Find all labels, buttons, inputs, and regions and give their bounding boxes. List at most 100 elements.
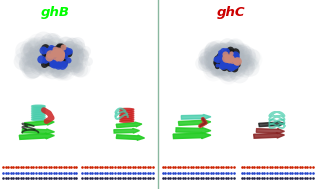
Point [56, 171, 61, 174]
Point [53, 55, 58, 58]
Point [240, 64, 245, 67]
Point [223, 59, 228, 62]
Point [234, 50, 239, 53]
Point [29, 48, 34, 51]
Point [300, 166, 305, 169]
Point [211, 171, 216, 174]
Point [52, 60, 57, 63]
Point [66, 61, 71, 64]
Point [180, 171, 185, 174]
Point [219, 60, 224, 63]
Point [59, 48, 64, 51]
Point [54, 171, 59, 174]
Point [38, 60, 43, 63]
Point [21, 171, 26, 174]
Point [54, 176, 59, 179]
Point [55, 52, 60, 55]
Point [178, 176, 183, 179]
Point [130, 166, 135, 169]
Point [236, 69, 241, 72]
Point [229, 52, 234, 55]
Point [59, 166, 64, 169]
Point [264, 176, 270, 179]
Point [59, 59, 64, 62]
Point [23, 166, 28, 169]
Point [204, 68, 209, 71]
Point [100, 176, 105, 179]
Point [50, 59, 55, 62]
Point [198, 171, 203, 174]
Point [244, 56, 249, 59]
Point [74, 66, 79, 69]
Point [64, 171, 69, 174]
Point [217, 56, 222, 59]
Point [50, 59, 55, 62]
Point [55, 49, 60, 52]
Point [287, 171, 292, 174]
Point [63, 55, 68, 58]
Point [168, 176, 173, 179]
Point [239, 64, 244, 67]
Point [275, 176, 280, 179]
Point [203, 166, 208, 169]
Point [217, 51, 222, 54]
Point [13, 166, 18, 169]
Point [55, 62, 60, 65]
Point [211, 57, 216, 60]
Point [100, 171, 105, 174]
FancyArrow shape [114, 129, 139, 133]
Point [226, 176, 231, 179]
Point [61, 63, 66, 66]
Point [140, 171, 145, 174]
Point [54, 63, 59, 66]
Point [218, 55, 223, 58]
Point [54, 44, 59, 47]
Point [282, 171, 287, 174]
Point [48, 51, 53, 54]
Point [163, 176, 168, 179]
Point [51, 39, 56, 42]
Point [140, 176, 145, 179]
Point [44, 62, 49, 65]
Point [51, 51, 56, 54]
Point [61, 171, 66, 174]
Point [105, 176, 110, 179]
Point [282, 176, 287, 179]
Point [52, 48, 57, 51]
Point [219, 50, 224, 53]
Point [29, 57, 34, 60]
Point [46, 57, 52, 60]
Point [73, 54, 78, 57]
Point [53, 56, 58, 59]
Point [53, 48, 58, 51]
Point [74, 53, 79, 56]
Point [53, 63, 58, 66]
Point [224, 56, 229, 59]
Point [67, 56, 72, 59]
Point [43, 56, 48, 59]
Point [44, 64, 49, 67]
Point [51, 45, 56, 48]
Point [74, 176, 79, 179]
Point [208, 49, 213, 52]
Point [234, 64, 239, 67]
Point [32, 61, 37, 64]
Point [53, 62, 58, 65]
Point [305, 176, 310, 179]
Point [31, 166, 36, 169]
Point [133, 171, 138, 174]
Point [222, 61, 227, 64]
Point [229, 58, 234, 61]
Point [228, 58, 233, 61]
FancyArrow shape [173, 132, 211, 139]
Point [307, 171, 313, 174]
Point [54, 166, 59, 169]
Point [180, 176, 185, 179]
Point [232, 48, 237, 51]
Point [231, 51, 236, 54]
Point [97, 171, 102, 174]
Point [44, 42, 49, 45]
Point [115, 176, 120, 179]
Point [228, 57, 233, 60]
Point [123, 166, 128, 169]
